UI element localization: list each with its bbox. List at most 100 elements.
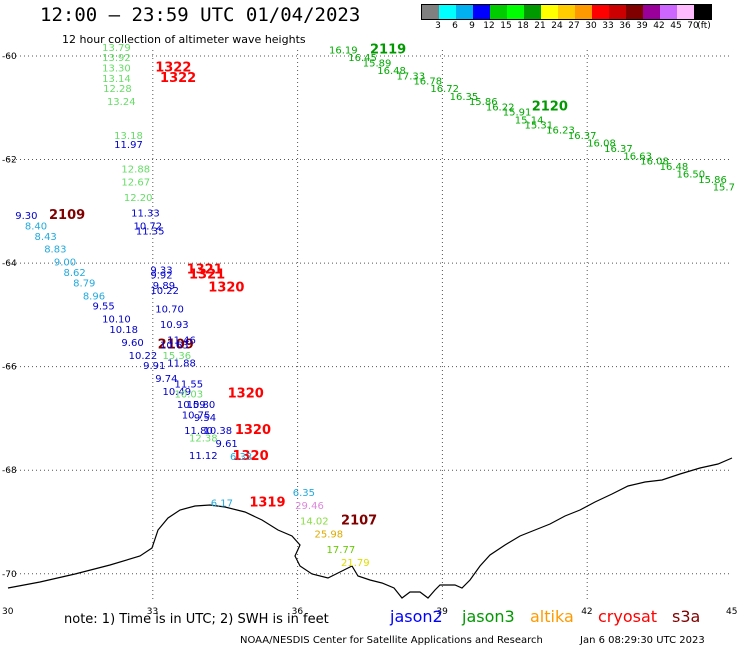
legend-labels: 3 6 9 12 15 18 21 24 27 30 33 36 39 42 45 70 (ft) — [421, 21, 740, 33]
legend-swatch — [643, 5, 660, 19]
wave-height-value: 9.54 — [194, 413, 216, 424]
wave-height-value: 12.28 — [103, 84, 132, 95]
lon-tick-label: 45 — [726, 607, 737, 617]
wave-height-value: 9.33 — [150, 265, 172, 276]
track-id-label: 2107 — [341, 514, 377, 529]
legend-label: 12 — [483, 21, 495, 31]
wave-height-value: 15.86 — [698, 175, 727, 186]
wave-height-value: 8.40 — [25, 221, 47, 232]
wave-height-value: 16.08 — [587, 139, 616, 150]
legend-label: 6 — [452, 21, 458, 31]
wave-height-value: 8.62 — [64, 268, 86, 279]
lat-tick-label: -66 — [2, 363, 17, 373]
wave-height-value: 13.92 — [102, 53, 131, 64]
graticule-grid — [8, 50, 732, 602]
legend-label: 24 — [551, 21, 563, 31]
wave-height-value: 16.63 — [623, 152, 652, 163]
wave-height-value: 16.37 — [568, 131, 597, 142]
wave-height-value: 15.86 — [469, 97, 498, 108]
wave-height-value: 10.03 — [175, 390, 204, 401]
wave-height-value: 11.33 — [131, 209, 160, 220]
wave-height-value: 11.35 — [136, 227, 165, 238]
legend-label: 21 — [534, 21, 546, 31]
legend-swatch — [490, 5, 507, 19]
legend-label: 70 — [687, 21, 699, 31]
lon-tick-label: 36 — [292, 607, 304, 617]
wave-height-value: 13.18 — [114, 131, 143, 142]
wave-height-value: 9.74 — [155, 374, 177, 385]
wave-height-value: 10.72 — [133, 221, 162, 232]
wave-height-value: 29.46 — [295, 501, 324, 512]
wave-height-value: 11.80 — [184, 426, 213, 437]
satellite-cryosat: cryosat — [598, 607, 658, 626]
wave-height-value: 17.33 — [397, 71, 426, 82]
satellite-s3a: s3a — [672, 607, 701, 626]
legend-label: 39 — [636, 21, 648, 31]
legend-swatch — [592, 5, 609, 19]
wave-height-value: 16.72 — [430, 84, 459, 95]
satellite-altika: altika — [530, 607, 574, 626]
legend-swatches — [421, 4, 712, 20]
wave-height-value: 8.43 — [35, 232, 57, 243]
wave-height-value: 16.08 — [640, 157, 669, 168]
wave-height-value: 10.10 — [102, 315, 131, 326]
lat-tick-label: -68 — [2, 466, 17, 476]
wave-height-value: 9.61 — [216, 439, 238, 450]
wave-height-value: 10.38 — [203, 426, 232, 437]
legend-swatch — [660, 5, 677, 19]
wave-height-value: 10.70 — [155, 304, 184, 315]
wave-height-value: 11.12 — [189, 451, 218, 462]
track-id-label: 1321 — [189, 268, 225, 283]
wave-height-value: 13.30 — [102, 64, 131, 75]
wave-height-value: 17.77 — [327, 545, 356, 556]
wave-height-value: 9.55 — [92, 302, 114, 313]
lon-tick-label: 33 — [147, 607, 158, 617]
wave-height-value: 12.38 — [189, 434, 218, 445]
wave-height-value: 6.35 — [293, 488, 315, 499]
satellite-jason2: jason2 — [390, 607, 443, 626]
legend-label: 18 — [517, 21, 529, 31]
legend-swatch — [694, 5, 711, 19]
wave-height-value: 8.83 — [44, 245, 66, 256]
track-id-label: 2109 — [49, 208, 85, 223]
wave-height-value: 16.23 — [546, 126, 575, 137]
wave-height-value: 9.91 — [143, 361, 165, 372]
wave-height-value: 10.49 — [162, 387, 191, 398]
legend-swatch — [609, 5, 626, 19]
track-id-label: 2120 — [532, 99, 568, 114]
legend-swatch — [626, 5, 643, 19]
legend-label: (ft) — [697, 21, 711, 31]
wave-height-value: 9.89 — [153, 281, 175, 292]
wave-height-value: 10.75 — [182, 410, 211, 421]
legend-label: 15 — [500, 21, 512, 31]
wave-height-value: 12.67 — [121, 177, 150, 188]
satellite-jason3: jason3 — [462, 607, 515, 626]
legend-swatch — [575, 5, 592, 19]
track-id-label: 1322 — [155, 61, 191, 76]
wave-height-value: 16.78 — [413, 76, 442, 87]
legend-label: 3 — [435, 21, 441, 31]
wave-height-value: 9.30 — [15, 211, 37, 222]
legend-swatch — [456, 5, 473, 19]
wave-height-value: 6.33 — [230, 452, 252, 463]
legend-label: 33 — [602, 21, 614, 31]
wave-height-value: 15.36 — [162, 351, 191, 362]
legend-swatch — [677, 5, 694, 19]
wave-height-value: 6.17 — [211, 498, 233, 509]
track-id-label: 1320 — [228, 387, 264, 402]
lon-tick-label: 42 — [581, 607, 592, 617]
legend-swatch — [422, 5, 439, 19]
track-id-label: 1320 — [208, 281, 244, 296]
wave-height-value: 9.60 — [121, 338, 143, 349]
wave-height-value: 11.97 — [114, 140, 143, 151]
antarctic-coastline — [7, 457, 733, 599]
wave-height-value: 10.63 — [160, 341, 189, 352]
lat-tick-label: -70 — [2, 570, 17, 580]
longitude-labels: 30 33 36 39 42 45 — [2, 607, 737, 617]
track-id-label: 1319 — [249, 495, 285, 510]
color-legend: 3 6 9 12 15 18 21 24 27 30 33 36 39 42 45 70 (ft) — [421, 4, 712, 31]
wave-height-value: 13.79 — [102, 43, 131, 54]
page-subtitle: 12 hour collection of altimeter wave hei… — [62, 33, 306, 46]
track-id-label: 2109 — [158, 338, 194, 353]
